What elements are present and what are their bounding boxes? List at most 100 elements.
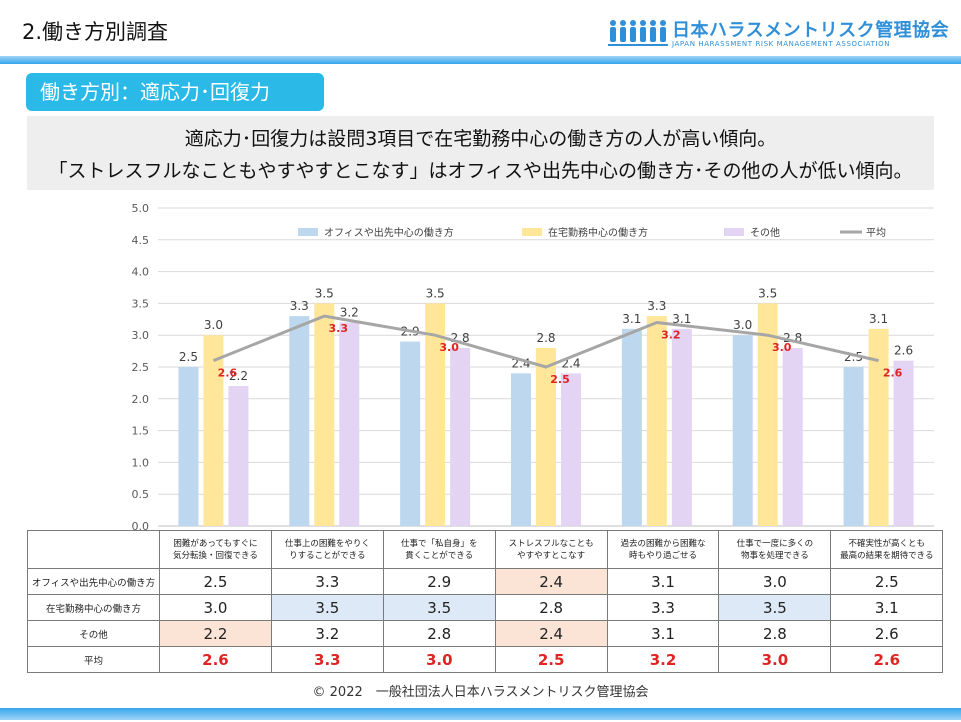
logo-name: 日本ハラスメントリスク管理協会 bbox=[672, 20, 950, 41]
table-value-cell: 3.5 bbox=[382, 594, 496, 621]
table-value-cell: 3.5 bbox=[718, 594, 832, 621]
data-label: 2.6 bbox=[894, 344, 913, 358]
legend-swatch bbox=[522, 228, 542, 236]
average-label: 2.6 bbox=[218, 367, 238, 380]
column-header-line: やすやすとこなす bbox=[517, 550, 586, 561]
table-column-header: 仕事で一度に多くの 物事を処理できる bbox=[718, 530, 832, 569]
table-average-cell: 3.0 bbox=[718, 646, 832, 673]
data-label: 3.5 bbox=[315, 286, 334, 300]
table-average-cell: 3.3 bbox=[270, 646, 384, 673]
office-bar bbox=[289, 316, 310, 526]
table-value-cell: 2.5 bbox=[830, 568, 944, 595]
data-label: 2.5 bbox=[179, 350, 198, 364]
page-title: 2.働き方別調査 bbox=[22, 20, 169, 44]
average-label: 3.0 bbox=[772, 341, 792, 354]
y-tick-label: 3.5 bbox=[132, 297, 150, 310]
data-label: 3.1 bbox=[869, 312, 888, 326]
table-average-cell: 3.0 bbox=[382, 646, 496, 673]
top-divider-bar bbox=[0, 56, 961, 64]
legend-swatch bbox=[724, 228, 744, 236]
table-value-cell: 2.4 bbox=[494, 620, 608, 647]
average-label: 3.3 bbox=[329, 322, 349, 335]
column-header-line: 最高の結果を期待できる bbox=[840, 550, 934, 561]
table-value-cell: 3.1 bbox=[606, 568, 720, 595]
y-tick-label: 0.0 bbox=[132, 520, 150, 533]
average-label: 3.2 bbox=[661, 328, 681, 341]
data-label: 3.0 bbox=[204, 318, 223, 332]
other-bar bbox=[782, 347, 803, 526]
table-row: 平均 2.6 3.3 3.0 2.5 3.2 3.0 2.6 bbox=[27, 646, 944, 673]
table-average-cell: 2.6 bbox=[159, 646, 272, 673]
column-header-line: 貫くことができる bbox=[405, 550, 474, 561]
data-label: 3.3 bbox=[290, 299, 309, 313]
remote-bar bbox=[314, 303, 335, 526]
office-bar bbox=[621, 328, 642, 526]
other-bar bbox=[561, 373, 581, 526]
remote-bar bbox=[203, 335, 224, 526]
data-label: 3.3 bbox=[647, 299, 666, 313]
bottom-divider-bar bbox=[0, 708, 961, 720]
table-row-label: オフィスや出先中心の働き方 bbox=[27, 568, 160, 595]
table-value-cell: 3.3 bbox=[606, 594, 720, 621]
table-row-label: 平均 bbox=[27, 646, 160, 673]
data-label: 2.8 bbox=[536, 331, 555, 345]
column-header-line: 困難があってもすぐに bbox=[173, 538, 258, 549]
association-logo: 日本ハラスメントリスク管理協会 JAPAN HARASSMENT RISK MA… bbox=[608, 16, 949, 52]
legend-swatch bbox=[298, 228, 318, 236]
average-label: 3.0 bbox=[439, 341, 459, 354]
y-tick-label: 0.5 bbox=[132, 488, 150, 501]
table-value-cell: 3.1 bbox=[830, 594, 944, 621]
y-tick-label: 5.0 bbox=[132, 202, 150, 215]
y-tick-label: 4.0 bbox=[132, 266, 150, 279]
data-label: 3.1 bbox=[622, 312, 641, 326]
legend-label: その他 bbox=[750, 226, 780, 239]
data-label: 3.0 bbox=[733, 318, 752, 332]
table-value-cell: 3.3 bbox=[270, 568, 384, 595]
copyright: © 2022 一般社団法人日本ハラスメントリスク管理協会 bbox=[312, 685, 649, 700]
table-row: その他 2.2 3.2 2.8 2.4 3.1 2.8 2.6 bbox=[27, 620, 944, 647]
table-value-cell: 3.0 bbox=[159, 594, 272, 621]
data-label: 3.5 bbox=[758, 286, 777, 300]
table-row-label: 在宅勤務中心の働き方 bbox=[27, 594, 160, 621]
office-bar bbox=[400, 341, 421, 526]
y-tick-label: 1.5 bbox=[132, 425, 150, 438]
y-tick-label: 3.0 bbox=[132, 329, 150, 342]
table-row: 在宅勤務中心の働き方 3.0 3.5 3.5 2.8 3.3 3.5 3.1 bbox=[27, 594, 944, 621]
column-header-line: 不確実性が高くとも bbox=[848, 538, 926, 549]
table-value-cell: 3.5 bbox=[270, 594, 384, 621]
table-row-label: その他 bbox=[27, 620, 160, 647]
section-label: 働き方別：適応力･回復力 bbox=[26, 73, 324, 111]
table-column-header: 仕事で「私自身」を 貫くことができる bbox=[382, 530, 496, 569]
bar-chart: 0.0 0.5 1.0 1.5 2.0 2.5 3.0 3.5 4.0 4.5 5.0 2.5 3.0 2… bbox=[132, 202, 934, 533]
table-average-cell: 2.6 bbox=[830, 646, 944, 673]
table-column-header: 仕事上の困難をやりく りすることができる bbox=[270, 530, 384, 569]
table-average-cell: 2.5 bbox=[494, 646, 608, 673]
office-bar bbox=[843, 367, 864, 526]
table-value-cell: 2.9 bbox=[382, 568, 496, 595]
average-label: 2.5 bbox=[550, 373, 570, 386]
table-column-header: ストレスフルなことも やすやすとこなす bbox=[494, 530, 608, 569]
table-value-cell: 2.8 bbox=[382, 620, 496, 647]
column-header-line: 仕事で「私自身」を bbox=[400, 538, 478, 549]
summary-box: 適応力･回復力は設問3項目で在宅勤務中心の働き方の人が高い傾向。 「ストレスフル… bbox=[27, 116, 934, 190]
people-logo-icon bbox=[608, 20, 668, 46]
other-bar bbox=[450, 347, 471, 526]
column-header-line: 気分転換・回復できる bbox=[173, 550, 258, 561]
data-table: 困難があってもすぐに 気分転換・回復できる 仕事上の困難をやりく りすることができる仕… bbox=[27, 530, 944, 673]
summary-line-2: 「ストレスフルなこともやすやすとこなす」はオフィスや出先中心の働き方･その他の人… bbox=[48, 160, 913, 182]
column-header-line: 時もやり過ごせる bbox=[629, 550, 698, 561]
y-tick-label: 1.0 bbox=[132, 456, 150, 469]
average-label: 2.6 bbox=[883, 367, 903, 380]
remote-bar bbox=[536, 347, 556, 526]
y-tick-label: 2.5 bbox=[132, 361, 150, 374]
remote-bar bbox=[757, 303, 778, 526]
table-value-cell: 2.8 bbox=[718, 620, 832, 647]
average-line bbox=[212, 314, 879, 369]
y-tick-label: 4.5 bbox=[132, 234, 150, 247]
table-value-cell: 2.4 bbox=[494, 568, 608, 595]
table-value-cell: 3.0 bbox=[718, 568, 832, 595]
legend-label: 平均 bbox=[866, 227, 886, 239]
other-bar bbox=[671, 328, 692, 526]
table-value-cell: 2.6 bbox=[830, 620, 944, 647]
legend-label: 在宅勤務中心の働き方 bbox=[548, 226, 648, 239]
